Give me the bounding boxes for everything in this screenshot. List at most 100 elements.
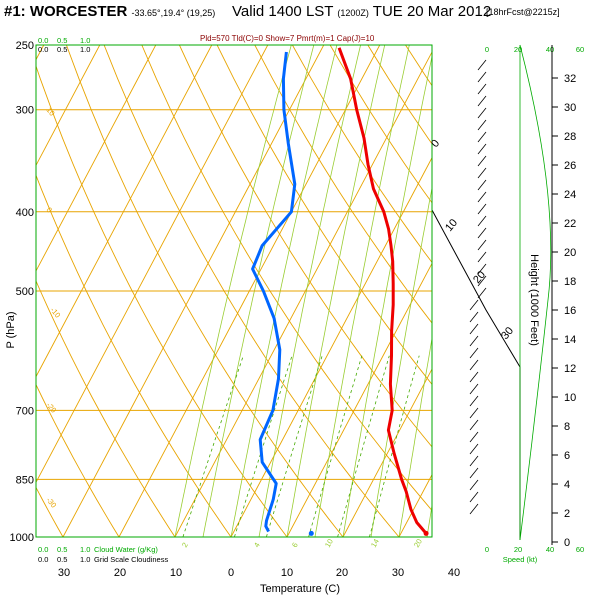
wind-barb [477,107,487,119]
wind-barb [477,215,487,227]
y-axis-title: P (hPa) [5,311,17,348]
wind-barb [477,143,487,155]
speed-tick-top: 60 [576,45,584,54]
wind-barb [469,455,479,467]
speed-tick-top: 40 [546,45,554,54]
wind-barb [469,503,479,515]
isotherm-line [36,45,157,272]
pressure-tick-label: 850 [16,474,34,486]
pressure-tick-label: 400 [16,207,34,219]
wind-barb [477,263,487,275]
forecast-label: [18hrFcst@2215z] [486,7,560,17]
chart-title: #1: WORCESTER -33.65°,19.4° (19,25) [4,3,215,20]
height-tick-label: 10 [564,392,576,404]
isotherm-line [455,45,600,537]
temperature-tick-label: 0 [228,567,234,579]
wind-barb [469,431,479,443]
moist-adiabat [455,45,538,537]
utc-label: (1200Z) [337,8,369,18]
isotherm-line [511,45,600,537]
pressure-tick-label: 700 [16,405,34,417]
mixing-ratio-label: 2 [180,541,190,549]
temperature-tick-label: 30 [392,567,404,579]
wind-barb [477,251,487,263]
mixing-ratio-label: 4 [252,541,262,549]
bottom-cloudiness-label: 1.0 [80,555,90,564]
mixing-ratio-line [234,355,293,537]
height-tick-label: 18 [564,276,576,288]
mixing-ratio-label: 20 [412,537,424,549]
speed-profile-curve [519,44,552,541]
wind-barb [477,179,487,191]
dry-adiabat [36,383,120,537]
dry-adiabat [103,45,400,537]
moist-adiabat [314,45,410,537]
dry-adiabat [254,45,432,324]
wind-barb [477,95,487,107]
surface-dewpoint-marker [308,530,314,536]
surface-temperature-marker [423,530,429,536]
wind-barb [477,155,487,167]
wind-barb [469,419,479,431]
height-tick-label: 20 [564,247,576,259]
plot-frame [35,44,433,538]
height-tick-label: 12 [564,363,576,375]
mixing-ratio-line [182,355,244,537]
wind-barb [477,287,487,299]
top-cloudiness-label: 0.0 [38,45,48,54]
indices-subtitle: Pld=570 Tld(C)=0 Show=7 Pmrt(m)=1 Cap(J)… [200,34,375,43]
temperature-tick-label: 20 [336,567,348,579]
height-tick-label: 2 [564,508,570,520]
wind-barb [469,323,479,335]
wind-barb [477,167,487,179]
dry-adiabat [405,45,432,87]
wind-barb [477,203,487,215]
wind-barb [469,347,479,359]
adiabat-label: 20 [471,269,488,286]
top-cloudwater-label: 0.5 [57,36,67,45]
x-axis-title: Temperature (C) [260,583,340,595]
wind-barb [477,131,487,143]
dry-adiabat [36,279,176,537]
height-tick-label: 26 [564,160,576,172]
dry-adiabat [443,45,600,537]
height-tick-label: 24 [564,189,576,201]
pressure-tick-label: 300 [16,105,34,117]
wind-barb [469,371,479,383]
isotherm-line [36,45,101,167]
wind-barb [469,467,479,479]
dry-adiabat [329,45,432,204]
plot-area [36,45,600,537]
moist-adiabat [174,45,292,537]
wind-barb [469,491,479,503]
moist-adiabat [258,45,361,537]
height-tick-label: 8 [564,421,570,433]
speed-tick-bottom: 40 [546,545,554,554]
right-boundary-line [431,45,521,540]
dry-adiabat [594,45,600,537]
top-cloudiness-label: 0.5 [57,45,67,54]
height-tick-label: 0 [564,537,570,549]
isotherm-label: -10 [48,306,62,320]
valid-time: Valid 1400 LST (1200Z) TUE 20 Mar 2012 [232,3,491,20]
isotherm-line [567,45,600,537]
wind-barb [469,407,479,419]
isotherm-label: 10 [44,106,56,118]
valid-label: Valid 1400 LST [232,3,334,20]
mixing-ratio-line [337,355,390,537]
temperature-tick-label: 30 [58,567,70,579]
wind-barb [469,443,479,455]
wind-barb [469,479,479,491]
moist-adiabat [202,45,315,537]
date-label: TUE 20 Mar 2012 [372,3,492,20]
top-cloudwater-label: 0.0 [38,36,48,45]
temperature-tick-label: 10 [281,567,293,579]
dry-adiabat [65,45,344,537]
pressure-tick-label: 1000 [10,532,34,544]
wind-barb [469,395,479,407]
speed-tick-bottom: 0 [485,545,489,554]
bottom-cloudwater-label: 1.0 [80,545,90,554]
station-name: #1: WORCESTER [4,3,128,20]
temperature-line [337,47,428,535]
mixing-ratio-label: 6 [290,541,300,549]
